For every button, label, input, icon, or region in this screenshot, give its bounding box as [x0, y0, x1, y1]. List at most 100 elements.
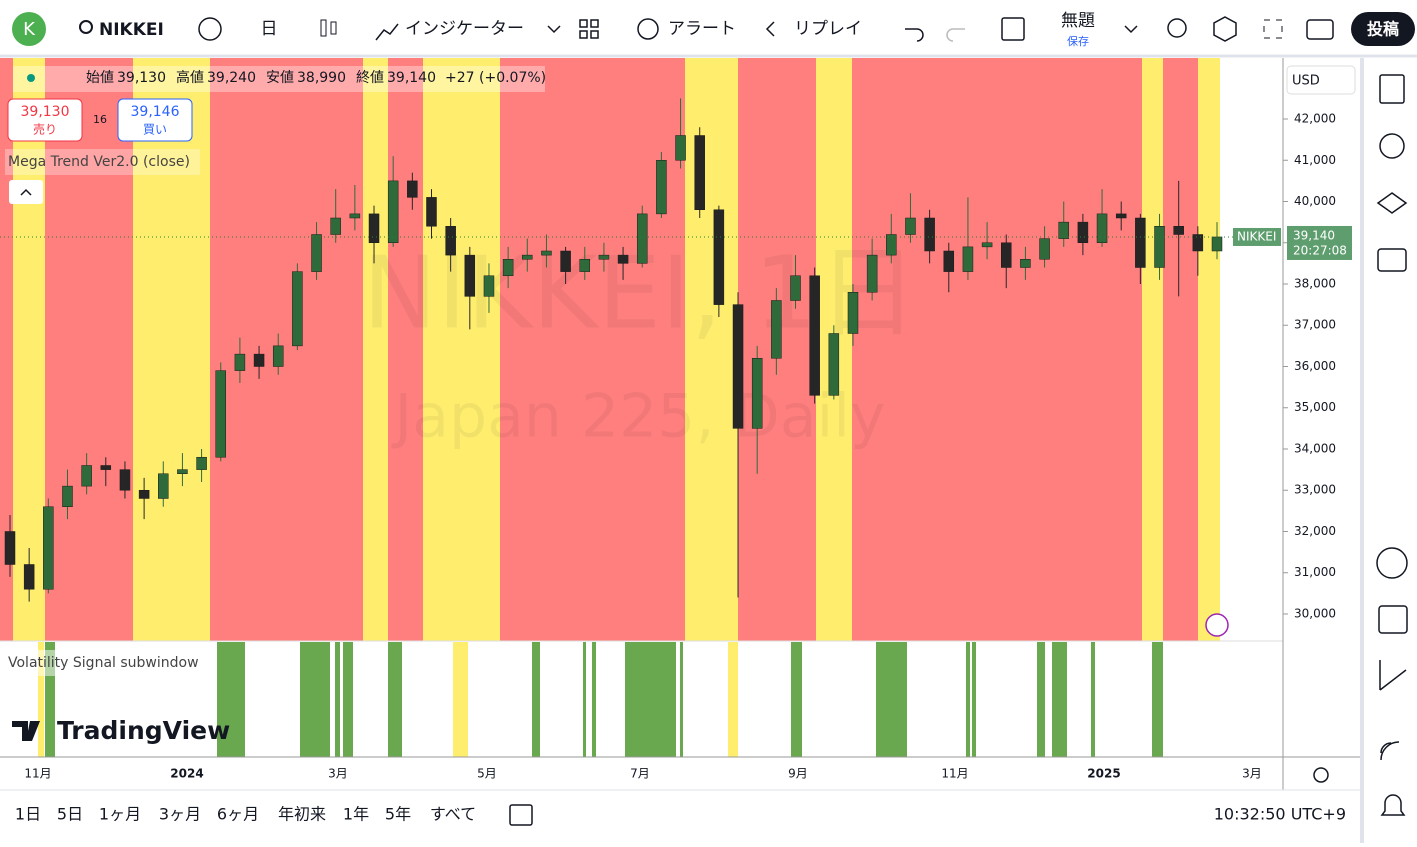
candle-body — [732, 304, 744, 429]
settings-icon[interactable] — [1213, 16, 1237, 42]
signal-bar — [300, 642, 330, 757]
range-button[interactable]: 3ヶ月 — [159, 805, 201, 824]
brand: TradingView — [57, 716, 230, 745]
candle-icon[interactable] — [320, 19, 327, 37]
range-button[interactable]: すべて — [430, 805, 476, 824]
candle-body — [656, 160, 667, 215]
zone-neutral — [1198, 58, 1220, 641]
candle-body — [675, 135, 686, 161]
candle-body — [1154, 226, 1165, 268]
signal-bar — [38, 642, 44, 757]
candle-body — [62, 485, 73, 507]
sell-button[interactable] — [7, 98, 83, 142]
subwindow-label-bg — [4, 650, 210, 676]
indicators[interactable]: インジケーター — [405, 19, 524, 39]
range-button[interactable]: 1日 — [15, 805, 41, 824]
y-tick-label: 37,000 — [1294, 318, 1336, 332]
last-price-bg — [1287, 225, 1352, 260]
symbol[interactable]: NIKKEI — [99, 20, 164, 40]
candle-body — [253, 353, 265, 367]
subwindow-name: Volatility Signal subwindow — [8, 655, 199, 671]
camera-icon[interactable] — [1306, 19, 1334, 40]
indicator-bg — [5, 149, 200, 175]
collapse-button[interactable] — [9, 180, 43, 204]
zone-neutral — [363, 58, 388, 641]
dropdown-icon[interactable] — [1124, 25, 1138, 34]
currency-select[interactable] — [1286, 65, 1356, 95]
candle-body — [349, 213, 361, 219]
candle-body — [4, 531, 16, 565]
fullscreen-icon[interactable] — [1263, 19, 1283, 39]
candle-body — [1192, 234, 1204, 252]
layout-name[interactable]: 無題 — [1061, 11, 1095, 31]
last-price: 39,140 — [1293, 228, 1335, 242]
signal-bar — [1037, 642, 1045, 757]
sell: 売り — [33, 122, 57, 137]
lightning-button[interactable] — [1205, 613, 1229, 637]
sell-price: 39,130 — [21, 104, 70, 120]
undo-icon[interactable] — [905, 28, 924, 42]
sidebar-icons[interactable] — [1376, 74, 1408, 816]
zone-neutral — [685, 58, 738, 641]
indicator-name[interactable]: Mega Trend Ver2.0 (close) — [8, 154, 190, 170]
range-button[interactable]: 1年 — [343, 805, 369, 824]
candle-body — [751, 357, 763, 429]
publish-button[interactable] — [1351, 12, 1415, 46]
signal-bar — [453, 642, 468, 757]
candle-body — [100, 465, 112, 470]
add-icon[interactable] — [198, 17, 222, 41]
spread: 16 — [93, 113, 107, 126]
currency: USD — [1292, 74, 1320, 89]
candle-body — [177, 469, 188, 474]
avatar[interactable] — [12, 12, 46, 46]
range-button[interactable]: 6ヶ月 — [217, 805, 259, 824]
x-tick-label: 7月 — [630, 767, 650, 781]
interval[interactable]: 日 — [261, 19, 278, 39]
signal-bar — [45, 642, 55, 757]
dropdown-icon[interactable] — [547, 25, 561, 34]
range-button[interactable]: 5日 — [57, 805, 83, 824]
signal-bar — [728, 642, 738, 757]
countdown: 20:27:08 — [1293, 243, 1347, 257]
layout-icon[interactable] — [579, 19, 599, 39]
axis-settings[interactable] — [1313, 767, 1329, 783]
candle-body — [1001, 242, 1012, 268]
signal-bar — [1052, 642, 1067, 757]
x-tick-label: 9月 — [788, 767, 808, 781]
x-tick-label: 3月 — [1242, 767, 1262, 781]
candle-body — [541, 250, 552, 256]
y-tick-label: 40,000 — [1294, 194, 1336, 208]
square-icon[interactable] — [1001, 17, 1025, 41]
open: 39,130 — [117, 70, 166, 86]
candle-body — [579, 258, 591, 272]
candle-body — [158, 473, 169, 499]
zone-neutral — [133, 58, 210, 641]
range-button[interactable]: 年初来 — [278, 805, 326, 824]
y-tick-label: 36,000 — [1294, 359, 1336, 373]
candle-body — [1096, 213, 1108, 244]
alert[interactable]: アラート — [668, 19, 736, 39]
candle-body — [234, 353, 246, 371]
x-tick-label: 2024 — [170, 767, 203, 781]
candle-body — [598, 254, 610, 260]
range-button[interactable]: 5年 — [385, 805, 411, 824]
y-tick-label: 32,000 — [1294, 524, 1336, 538]
candle-body — [368, 213, 380, 244]
candle-body — [1173, 226, 1184, 235]
redo-icon[interactable] — [946, 28, 965, 42]
date-range-icon[interactable] — [509, 804, 533, 826]
buy-button[interactable] — [117, 98, 193, 142]
range-button[interactable]: 1ヶ月 — [99, 805, 141, 824]
signal-bar — [966, 642, 970, 757]
y-tick-label: 41,000 — [1294, 153, 1336, 167]
candle-body — [215, 370, 226, 458]
replay[interactable]: リプレイ — [794, 19, 862, 39]
signal-bar — [583, 642, 586, 757]
alert-icon — [637, 18, 659, 40]
clock: 10:32:50 UTC+9 — [1214, 805, 1346, 824]
tool-icon[interactable] — [1167, 18, 1187, 38]
candle-icon[interactable] — [330, 21, 337, 35]
save[interactable]: 保存 — [1067, 34, 1089, 48]
candle-body — [790, 275, 801, 301]
